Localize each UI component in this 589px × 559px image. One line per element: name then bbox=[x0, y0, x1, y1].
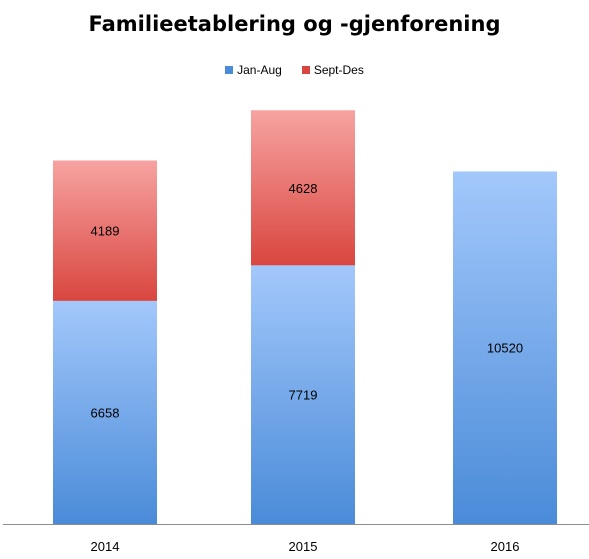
bar-jan-aug-2014 bbox=[53, 300, 157, 524]
x-tick-label-2015: 2015 bbox=[289, 539, 318, 554]
data-label-jan-aug-2015: 7719 bbox=[289, 388, 318, 403]
bar-jan-aug-2015 bbox=[251, 265, 355, 524]
x-tick-label-2016: 2016 bbox=[491, 539, 520, 554]
data-label-jan-aug-2014: 6658 bbox=[91, 405, 120, 420]
legend-swatch-jan-aug bbox=[225, 66, 234, 74]
bar-sept-des-2015 bbox=[251, 110, 355, 266]
legend-swatch-sept-des bbox=[301, 66, 310, 74]
chart-title: Familieetablering og -gjenforening bbox=[88, 12, 501, 36]
legend-label-jan-aug: Jan-Aug bbox=[237, 63, 282, 77]
legend-label-sept-des: Sept-Des bbox=[313, 63, 364, 77]
legend-item-jan-aug: Jan-Aug bbox=[225, 63, 282, 77]
data-label-sept-des-2015: 4628 bbox=[289, 181, 318, 196]
legend: Jan-Aug Sept-Des bbox=[0, 63, 589, 77]
data-label-jan-aug-2016: 10520 bbox=[487, 341, 523, 356]
bar-sept-des-2014 bbox=[53, 160, 157, 301]
legend-item-sept-des: Sept-Des bbox=[301, 63, 364, 77]
data-label-sept-des-2014: 4189 bbox=[91, 224, 120, 239]
x-tick-label-2014: 2014 bbox=[91, 539, 120, 554]
bar-jan-aug-2016 bbox=[453, 171, 557, 525]
